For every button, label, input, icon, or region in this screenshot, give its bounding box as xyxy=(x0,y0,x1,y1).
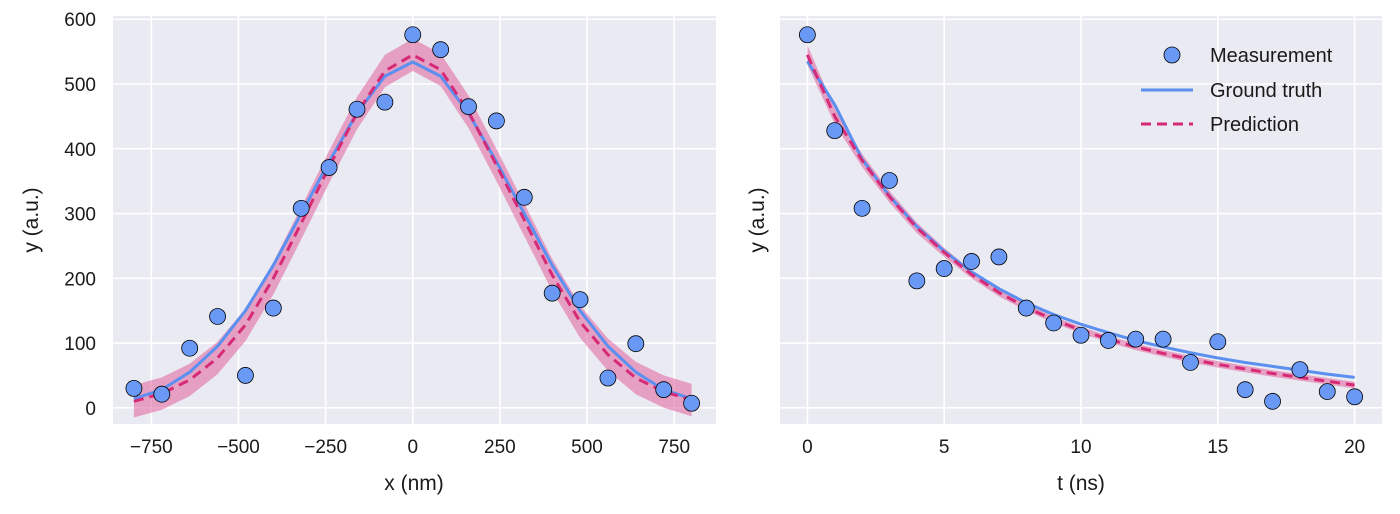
left-y-axis-label: y (a.u.) xyxy=(20,187,43,252)
measurement-point xyxy=(963,253,980,270)
x-tick-label: −750 xyxy=(130,437,173,458)
x-tick-label: 0 xyxy=(407,437,418,458)
measurement-point xyxy=(599,369,617,387)
measurement-point xyxy=(908,272,926,290)
x-tick-label: 20 xyxy=(1344,437,1365,458)
measurement-point xyxy=(1017,299,1035,317)
measurement-point xyxy=(404,26,422,44)
measurement-point xyxy=(153,385,171,403)
measurement-point xyxy=(1154,330,1172,348)
measurement-point xyxy=(1346,388,1364,406)
measurement-point xyxy=(627,335,645,353)
x-tick-label: 250 xyxy=(484,437,516,458)
prediction-line xyxy=(133,53,693,403)
measurement-point xyxy=(515,188,533,206)
measurement-point xyxy=(683,394,701,412)
x-tick-label: 15 xyxy=(1207,437,1228,458)
legend: Measurement Ground truth Prediction xyxy=(1141,45,1333,136)
measurement-point xyxy=(935,260,953,277)
measurement-point xyxy=(543,284,561,302)
measurement-point xyxy=(376,93,394,111)
measurement-point xyxy=(1318,383,1336,401)
measurement-point xyxy=(571,291,589,309)
measurement-point xyxy=(1264,392,1281,410)
measurement-point xyxy=(1127,330,1145,348)
legend-prediction-label: Prediction xyxy=(1210,114,1299,136)
measurement-point xyxy=(460,98,477,116)
legend-measurement-marker xyxy=(1163,46,1181,64)
x-tick-label: 750 xyxy=(658,437,690,458)
y-tick-label: 200 xyxy=(64,269,96,290)
left-panel: −750 −500 −250 0 250 500 750 0 100 200 300 400 500 60… xyxy=(20,10,716,495)
x-tick-label: −250 xyxy=(304,437,347,458)
measurement-point xyxy=(1182,354,1199,371)
y-tick-label: 0 xyxy=(85,399,96,420)
measurement-point xyxy=(990,248,1008,266)
measurement-point xyxy=(826,122,844,140)
measurement-point xyxy=(1236,381,1254,399)
legend-ground-truth-label: Ground truth xyxy=(1210,80,1322,102)
right-x-axis-label: t (ns) xyxy=(1057,472,1105,495)
measurement-point xyxy=(264,299,282,317)
left-prediction-band xyxy=(133,38,692,418)
left-x-axis-label: x (nm) xyxy=(384,472,444,495)
prediction-uncertainty-band xyxy=(133,38,692,418)
measurement-point xyxy=(209,308,226,325)
x-tick-label: 10 xyxy=(1070,437,1091,458)
measurement-point xyxy=(853,199,871,217)
measurement-point xyxy=(125,379,143,397)
right-y-axis-label: y (a.u.) xyxy=(746,187,769,252)
y-tick-label: 500 xyxy=(64,75,96,96)
measurement-point xyxy=(1209,333,1227,351)
left-measurement-points xyxy=(125,26,701,412)
measurement-point xyxy=(881,172,898,189)
measurement-point xyxy=(1291,361,1309,379)
left-lines xyxy=(133,53,693,403)
measurement-point xyxy=(432,41,450,59)
measurement-point xyxy=(237,367,254,384)
y-tick-label: 300 xyxy=(64,205,96,226)
ground-truth-line xyxy=(133,60,693,401)
measurement-point xyxy=(1099,332,1117,349)
right-panel: 0 5 10 15 20 t (ns) y (a.u.) Measurement Gro… xyxy=(746,16,1382,495)
legend-measurement-label: Measurement xyxy=(1210,45,1333,67)
left-grid xyxy=(113,16,716,424)
right-tick-labels: 0 5 10 15 20 xyxy=(802,437,1365,458)
measurement-point xyxy=(292,199,310,217)
measurement-point xyxy=(655,381,673,399)
measurement-point xyxy=(488,112,505,130)
y-tick-label: 600 xyxy=(64,10,96,31)
y-tick-label: 100 xyxy=(64,334,96,355)
x-tick-label: 0 xyxy=(802,437,813,458)
x-tick-label: 500 xyxy=(571,437,603,458)
right-measurement-points xyxy=(798,26,1364,410)
y-tick-label: 400 xyxy=(64,140,96,161)
measurement-point xyxy=(1045,314,1063,332)
measurement-point xyxy=(798,26,816,44)
x-tick-label: −500 xyxy=(217,437,260,458)
measurement-point xyxy=(320,159,338,176)
measurement-point xyxy=(348,100,366,118)
measurement-point xyxy=(1072,326,1090,344)
measurement-point xyxy=(181,339,199,357)
x-tick-label: 5 xyxy=(939,437,950,458)
left-tick-labels: −750 −500 −250 0 250 500 750 0 100 200 300 400 500 60… xyxy=(64,10,690,458)
